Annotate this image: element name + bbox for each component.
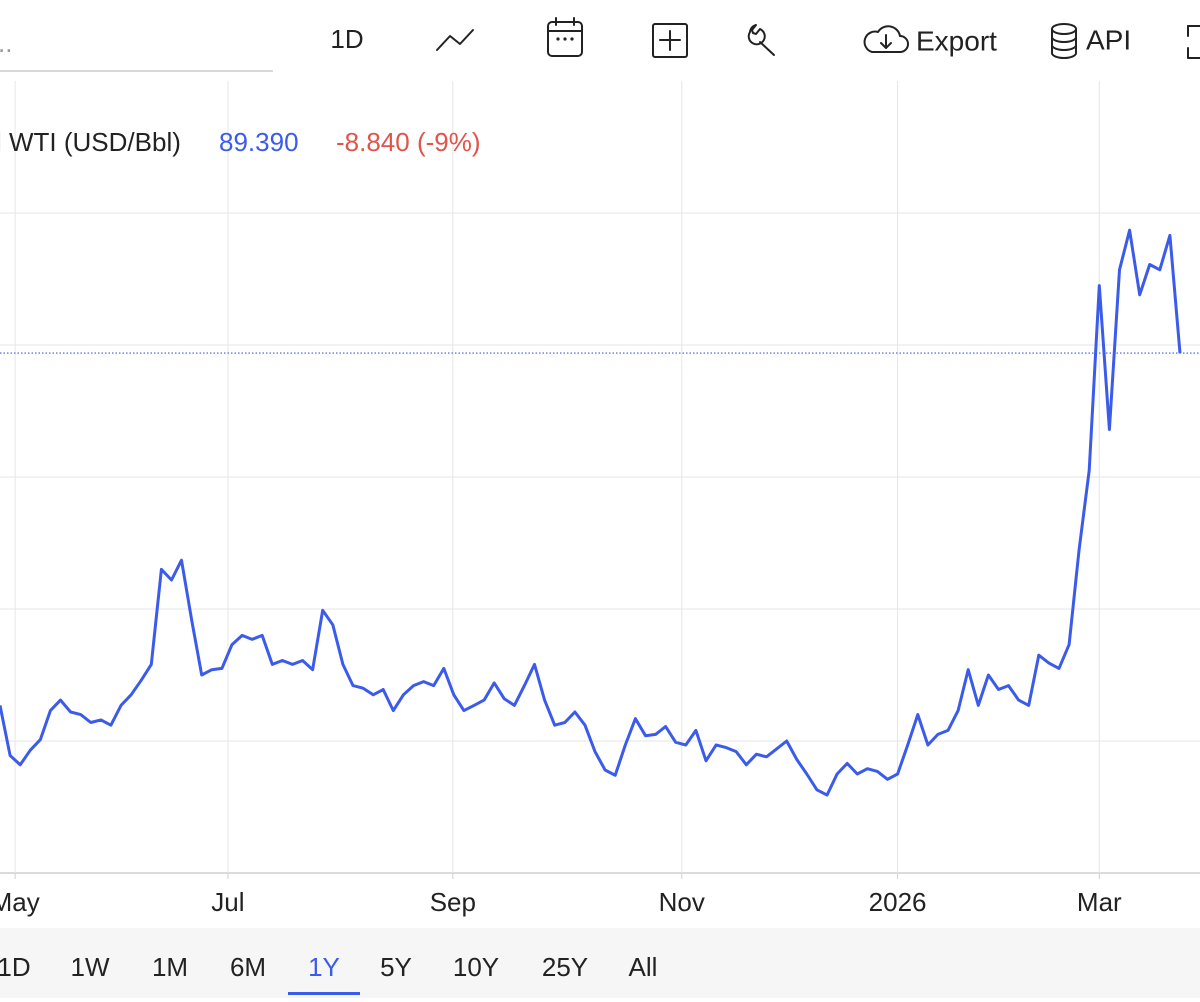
api-button[interactable]: API (1051, 23, 1131, 59)
search-input[interactable]: .. (0, 28, 12, 58)
range-button[interactable]: 10Y (453, 952, 499, 982)
x-tick-label: May (0, 887, 40, 917)
range-button[interactable]: 1W (71, 952, 110, 982)
export-button[interactable]: Export (863, 25, 998, 56)
x-tick-label: 2026 (869, 887, 927, 917)
x-tick-label: Mar (1077, 887, 1122, 917)
settings-button[interactable] (747, 24, 775, 56)
range-button[interactable]: 5Y (380, 952, 412, 982)
x-tick-label: Jul (211, 887, 244, 917)
plot (0, 228, 1200, 797)
calendar-button[interactable] (547, 17, 583, 57)
export-label[interactable]: Export (916, 25, 997, 56)
range-button[interactable]: 1D (0, 952, 31, 982)
range-active-indicator (288, 992, 360, 995)
fullscreen-button[interactable] (1187, 25, 1200, 59)
range-button[interactable]: 1M (152, 952, 188, 982)
grid: May Jul Sep Nov 2026 Mar (0, 81, 1200, 917)
x-tick-label: Sep (430, 887, 476, 917)
range-button[interactable]: 25Y (542, 952, 588, 982)
api-label[interactable]: API (1086, 24, 1131, 55)
legend-price: 89.390 (219, 127, 299, 157)
compare-button[interactable] (652, 23, 688, 58)
range-button[interactable]: 1Y (308, 952, 340, 982)
range-selector: 1D 1W 1M 6M 1Y 5Y 10Y 25Y All (0, 952, 657, 995)
legend-name: l WTI (USD/Bbl) (0, 127, 181, 157)
x-tick-label: Nov (659, 887, 705, 917)
legend-change: -8.840 (-9%) (336, 127, 481, 157)
range-button[interactable]: All (629, 952, 658, 982)
interval-button[interactable]: 1D (330, 24, 363, 54)
chart-type-button[interactable] (436, 29, 474, 51)
range-bar (0, 928, 1200, 998)
range-button[interactable]: 6M (230, 952, 266, 982)
price-line (0, 228, 1182, 797)
